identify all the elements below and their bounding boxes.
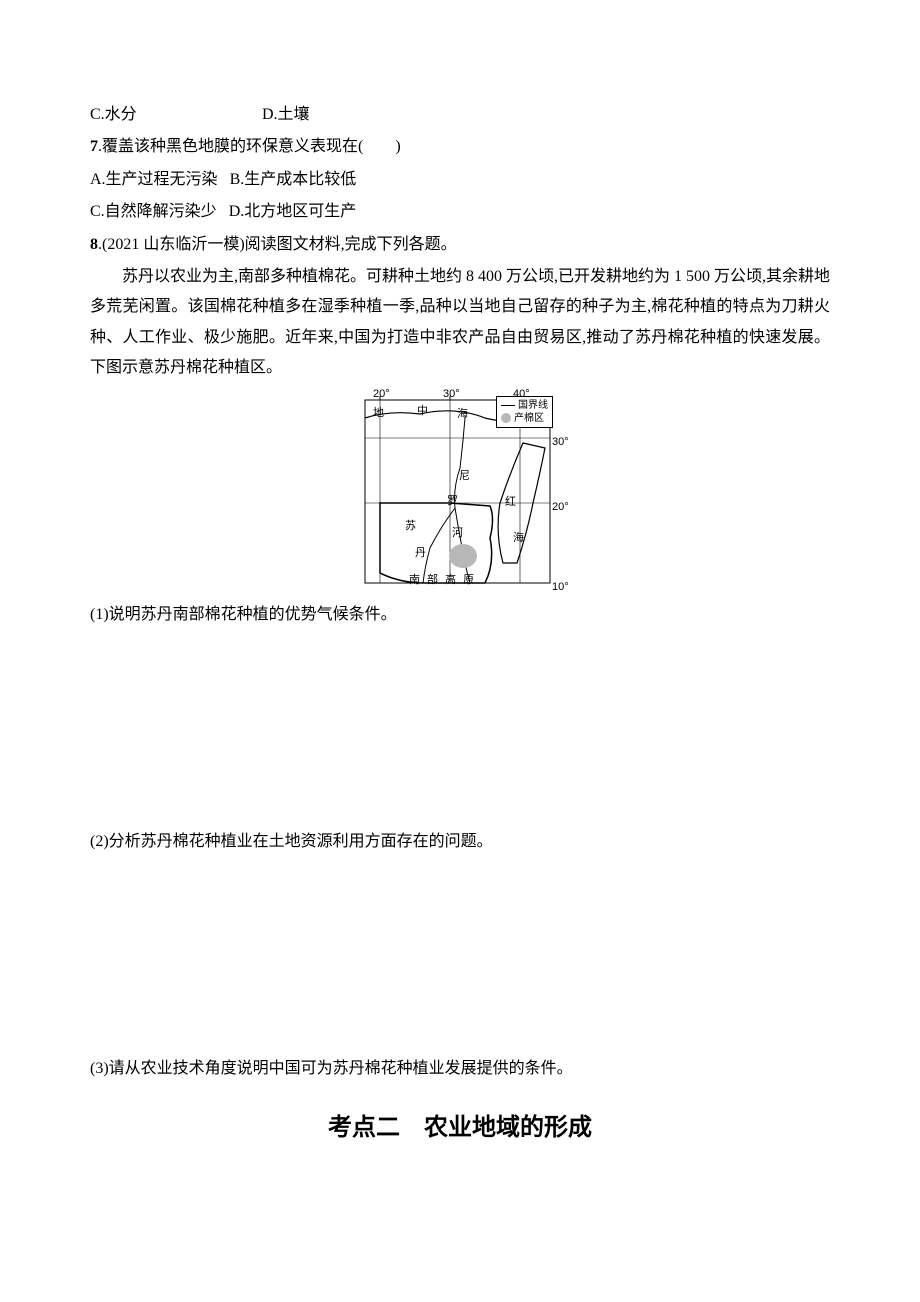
- lon-20: 20°: [373, 384, 390, 405]
- q8-number: 8: [90, 236, 98, 253]
- q7-option-d: D.北方地区可生产: [229, 197, 357, 227]
- label-hong: 红: [505, 492, 516, 513]
- legend-cotton-label: 产棉区: [514, 412, 544, 425]
- q8-sub1: (1)说明苏丹南部棉花种植的优势气候条件。: [90, 600, 830, 630]
- q6-option-c: C.水分: [90, 100, 250, 130]
- q7-option-b: B.生产成本比较低: [230, 165, 357, 195]
- q8-sub3: (3)请从农业技术角度说明中国可为苏丹棉花种植业发展提供的条件。: [90, 1054, 830, 1084]
- lon-30: 30°: [443, 384, 460, 405]
- q7-stem: .覆盖该种黑色地膜的环保意义表现在( ): [98, 138, 401, 155]
- section-2-heading: 考点二 农业地域的形成: [90, 1105, 830, 1151]
- label-su: 苏: [405, 516, 416, 537]
- legend-border-label: 国界线: [518, 399, 548, 412]
- q7-option-c: C.自然降解污染少: [90, 197, 217, 227]
- q8-paragraph: 苏丹以农业为主,南部多种植棉花。可耕种土地约 8 400 万公顷,已开发耕地约为…: [90, 262, 830, 384]
- label-dan: 丹: [415, 543, 426, 564]
- legend-dot-icon: [501, 413, 511, 423]
- q7-options-cd: C.自然降解污染少 D.北方地区可生产: [90, 197, 830, 227]
- lat-10: 10°: [552, 577, 569, 598]
- q7-option-a: A.生产过程无污染: [90, 165, 218, 195]
- label-south: 南 部 高 原: [409, 570, 476, 591]
- label-he: 河: [452, 523, 463, 544]
- legend-line-icon: [501, 405, 515, 406]
- q6-option-d: D.土壤: [262, 100, 310, 130]
- q7-text: 7.覆盖该种黑色地膜的环保意义表现在( ): [90, 132, 830, 162]
- lat-20: 20°: [552, 497, 569, 518]
- label-hai2: 海: [513, 528, 524, 549]
- q8-header: 8.(2021 山东临沂一模)阅读图文材料,完成下列各题。: [90, 230, 830, 260]
- label-luo: 罗: [447, 491, 458, 512]
- legend-cotton-row: 产棉区: [501, 412, 548, 425]
- label-di: 地: [373, 403, 384, 424]
- label-hai: 海: [457, 404, 468, 425]
- label-zhong: 中: [417, 401, 428, 422]
- q8-sub2: (2)分析苏丹棉花种植业在土地资源利用方面存在的问题。: [90, 827, 830, 857]
- lat-30: 30°: [552, 432, 569, 453]
- answer-space-2: [90, 859, 830, 1054]
- q8-source: .(2021 山东临沂一模)阅读图文材料,完成下列各题。: [98, 236, 457, 253]
- legend-border-row: 国界线: [501, 399, 548, 412]
- sudan-map: 20° 30° 40° 30° 20° 10° 国界线 产棉区 地 中 海 红 …: [345, 388, 575, 598]
- q7-options-ab: A.生产过程无污染 B.生产成本比较低: [90, 165, 830, 195]
- map-legend: 国界线 产棉区: [496, 396, 553, 428]
- answer-space-1: [90, 632, 830, 827]
- q6-option-line-cd: C.水分 D.土壤: [90, 100, 830, 130]
- q7-number: 7: [90, 138, 98, 155]
- label-ni: 尼: [459, 466, 470, 487]
- map-container: 20° 30° 40° 30° 20° 10° 国界线 产棉区 地 中 海 红 …: [90, 388, 830, 598]
